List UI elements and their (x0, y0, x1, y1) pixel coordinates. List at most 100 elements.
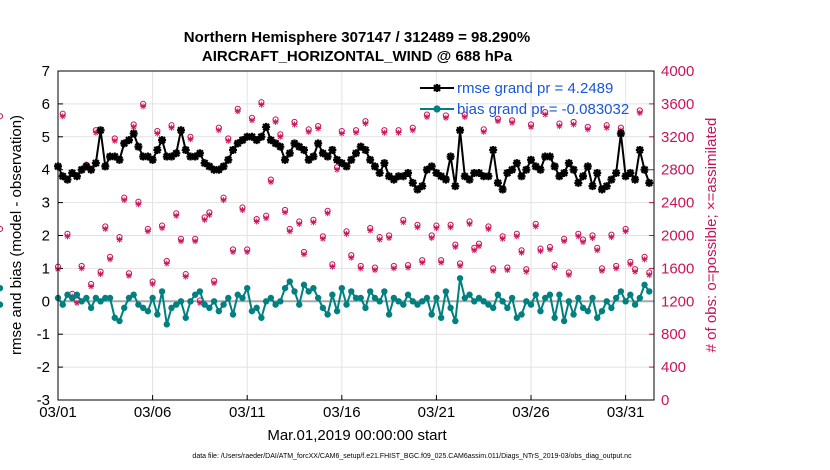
y-right-ticks: 0 400 800 1200 1600 2000 2400 2800 3200 3600 4000 (649, 63, 694, 409)
obs-assimilated-point (64, 233, 71, 240)
bias-point (598, 307, 606, 315)
bias-point (253, 304, 260, 312)
obs-assimilated-point (140, 103, 147, 110)
y-left-tick-label: 3 (42, 195, 50, 212)
bias-point (518, 311, 525, 318)
obs-assimilated-point (215, 127, 222, 134)
obs-assimilated-point (570, 121, 577, 128)
bias-point (376, 298, 383, 305)
obs-assimilated-point (414, 224, 421, 231)
bias-point (130, 291, 137, 298)
bias-point (225, 294, 232, 302)
bias-point (489, 304, 497, 312)
bias-point (437, 314, 445, 321)
bias-point (385, 311, 393, 318)
obs-assimilated-point (253, 218, 260, 225)
obs-assimilated-point (225, 137, 232, 144)
obs-assimilated-point (206, 211, 213, 218)
bias-point (608, 304, 615, 312)
bias-point (220, 301, 227, 308)
bias-point (523, 298, 530, 305)
rmse-point (96, 126, 105, 135)
rmse-point (257, 132, 266, 141)
bias-point (371, 294, 379, 302)
y-right-tick-label: 3200 (661, 129, 694, 146)
obs-assimilated-point (556, 123, 563, 130)
bias-point (442, 288, 450, 295)
bias-point (168, 304, 175, 312)
bias-point (291, 288, 298, 295)
bias-point (537, 307, 544, 315)
rmse-point (266, 136, 275, 145)
bias-point (357, 294, 364, 302)
y-left-tick-label: 5 (42, 129, 50, 146)
rmse-point (432, 168, 441, 177)
obs-assimilated-point (159, 225, 166, 232)
obs-assimilated-point (589, 234, 596, 241)
obs-assimilated-point (523, 268, 530, 275)
bias-point (0, 284, 4, 292)
bias-point (636, 294, 644, 302)
bias-point (594, 314, 601, 321)
obs-assimilated-point (641, 256, 648, 263)
obs-assimilated-point (348, 254, 355, 261)
obs-assimilated-point (433, 225, 440, 232)
rmse-point (224, 155, 233, 164)
bias-point (87, 304, 95, 312)
obs-assimilated-point (296, 220, 303, 227)
y-right-tick-label: 2400 (661, 195, 694, 212)
bias-point (641, 281, 648, 289)
bias-point (215, 307, 223, 315)
rmse-point (380, 159, 389, 168)
rmse-point (531, 162, 540, 171)
bias-point (191, 291, 199, 298)
obs-assimilated-point (343, 230, 350, 237)
rmse-point (522, 165, 531, 174)
rmse-point (304, 155, 313, 164)
bias-point (234, 291, 241, 298)
legend-rmse-marker (433, 84, 441, 92)
bias-point (419, 298, 426, 305)
obs-assimilated-point (636, 109, 643, 116)
bias-point (570, 311, 577, 318)
obs-possible-point (0, 113, 4, 120)
obs-assimilated-point (272, 118, 279, 125)
obs-assimilated-point (561, 238, 568, 245)
obs-assimilated-point (196, 299, 203, 306)
obs-assimilated-point (163, 260, 170, 267)
rmse-point (243, 132, 252, 141)
rmse-point (474, 168, 483, 177)
rmse-point (493, 178, 502, 187)
rmse-point (139, 152, 148, 161)
obs-assimilated-point (438, 259, 445, 266)
rmse-point (77, 165, 86, 174)
obs-assimilated-point (277, 133, 284, 140)
rmse-point (583, 162, 592, 171)
obs-assimilated-point (125, 272, 132, 279)
rmse-point (295, 142, 304, 151)
obs-assimilated-point (239, 207, 246, 214)
obs-assimilated-point (300, 251, 307, 258)
bias-point (352, 294, 360, 302)
obs-assimilated-point (258, 101, 265, 108)
obs-assimilated-point (367, 227, 374, 234)
rmse-point (172, 149, 181, 158)
rmse-point (299, 145, 308, 154)
y-left-tick-label: 2 (42, 228, 50, 245)
obs-assimilated-point (187, 136, 194, 143)
bias-point (366, 288, 374, 295)
obs-assimilated-point (324, 210, 331, 217)
rmse-point (541, 152, 550, 161)
rmse-point (285, 149, 294, 158)
bias-point (532, 291, 539, 298)
obs-assimilated-point (201, 216, 208, 223)
obs-assimilated-point (154, 130, 161, 137)
obs-assimilated-point (381, 129, 388, 136)
bias-point (423, 294, 431, 302)
bias-point (64, 291, 71, 298)
bias-point (305, 288, 312, 295)
rmse-point (124, 136, 133, 145)
rmse-point (214, 165, 223, 174)
bias-point (414, 301, 421, 308)
rmse-point (148, 155, 157, 164)
